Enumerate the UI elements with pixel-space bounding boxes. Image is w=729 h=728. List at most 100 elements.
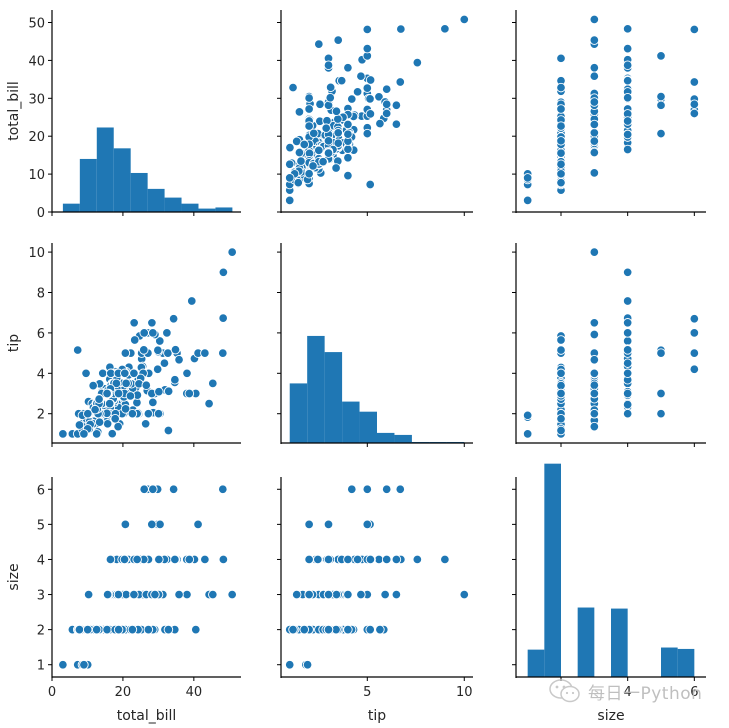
- histogram-bar-tip: [359, 411, 377, 443]
- scatter-point-size-total_bill: [102, 589, 113, 600]
- scatter-point-total_bill-size: [656, 51, 666, 61]
- scatter-point-total_bill-size: [622, 43, 633, 54]
- scatter-point-size-total_bill: [82, 624, 93, 635]
- scatter-point-total_bill-tip: [343, 119, 353, 130]
- scatter-point-total_bill-size: [622, 24, 633, 34]
- scatter-point-size-tip: [412, 554, 423, 565]
- scatter-point-tip-total_bill: [218, 348, 228, 358]
- scatter-point-tip-size: [556, 388, 566, 399]
- scatter-point-tip-total_bill: [163, 425, 174, 436]
- scatter-point-total_bill-tip: [323, 60, 334, 70]
- scatter-point-total_bill-tip: [323, 136, 334, 146]
- scatter-point-size-total_bill: [127, 624, 138, 635]
- scatter-point-size-total_bill: [208, 589, 218, 600]
- scatter-point-size-total_bill: [91, 624, 102, 635]
- scatter-point-total_bill-tip: [285, 142, 295, 153]
- scatter-point-tip-total_bill: [90, 404, 100, 415]
- histogram-bar-size: [577, 607, 595, 677]
- histogram-bar-total_bill: [62, 203, 80, 212]
- scatter-point-size-tip: [380, 589, 390, 600]
- scatter-point-tip-total_bill: [147, 318, 157, 328]
- scatter-point-tip-size: [622, 399, 633, 410]
- scatter-point-total_bill-tip: [315, 99, 325, 109]
- scatter-point-total_bill-tip: [365, 179, 375, 190]
- scatter-point-total_bill-tip: [318, 156, 328, 167]
- scatter-point-tip-total_bill: [182, 368, 192, 379]
- scatter-point-total_bill-tip: [293, 177, 304, 188]
- scatter-point-tip-total_bill: [148, 397, 158, 408]
- scatter-point-total_bill-tip: [333, 138, 343, 148]
- scatter-point-tip-size: [622, 336, 633, 346]
- scatter-point-tip-total_bill: [125, 391, 136, 401]
- scatter-point-total_bill-tip: [284, 195, 295, 206]
- scatter-point-size-total_bill: [155, 519, 165, 530]
- scatter-point-tip-size: [556, 380, 566, 391]
- scatter-point-size-total_bill: [154, 554, 164, 565]
- scatter-point-size-tip: [362, 519, 373, 530]
- scatter-point-tip-total_bill: [113, 388, 124, 399]
- histogram-bar-total_bill: [79, 158, 97, 212]
- scatter-point-size-total_bill: [102, 624, 112, 635]
- scatter-point-size-total_bill: [58, 659, 68, 670]
- scatter-point-tip-total_bill: [159, 358, 170, 368]
- scatter-point-tip-total_bill: [148, 328, 158, 338]
- scatter-point-size-tip: [291, 589, 302, 600]
- scatter-point-size-tip: [304, 519, 314, 530]
- scatter-point-tip-size: [589, 355, 600, 365]
- scatter-point-size-tip: [391, 589, 402, 600]
- scatter-point-size-total_bill: [121, 589, 131, 600]
- scatter-point-tip-total_bill: [72, 345, 83, 355]
- scatter-point-tip-total_bill: [162, 328, 172, 338]
- scatter-point-tip-total_bill: [143, 408, 154, 419]
- scatter-point-total_bill-tip: [391, 119, 402, 129]
- y-tick-label: 50: [28, 17, 45, 32]
- scatter-point-tip-total_bill: [102, 388, 112, 399]
- scatter-point-size-total_bill: [218, 484, 228, 495]
- scatter-point-total_bill-size: [656, 100, 666, 111]
- scatter-point-size-tip: [352, 554, 363, 565]
- scatter-point-tip-total_bill: [97, 368, 108, 379]
- scatter-point-size-tip: [343, 554, 353, 565]
- scatter-point-total_bill-size: [589, 97, 600, 107]
- scatter-point-tip-total_bill: [200, 348, 210, 358]
- scatter-point-size-total_bill: [119, 554, 130, 565]
- scatter-point-tip-total_bill: [113, 421, 123, 432]
- scatter-point-tip-size: [622, 408, 633, 419]
- scatter-point-total_bill-tip: [343, 62, 353, 73]
- scatter-point-total_bill-tip: [294, 107, 305, 117]
- histogram-bar-total_bill: [96, 127, 114, 212]
- scatter-point-size-total_bill: [83, 589, 94, 600]
- scatter-point-total_bill-tip: [331, 106, 342, 116]
- scatter-point-total_bill-size: [556, 169, 566, 179]
- x-tick-label: 0: [48, 685, 56, 700]
- scatter-point-total_bill-tip: [362, 24, 373, 35]
- scatter-point-tip-total_bill: [83, 408, 93, 419]
- y-tick-label: 6: [37, 483, 45, 498]
- scatter-point-size-total_bill: [218, 554, 229, 565]
- scatter-point-size-tip: [356, 589, 366, 600]
- scatter-point-tip-total_bill: [218, 267, 229, 278]
- scatter-point-tip-total_bill: [140, 419, 151, 429]
- scatter-point-size-total_bill: [143, 624, 154, 635]
- scatter-point-total_bill-tip: [381, 99, 392, 109]
- y-axis-label-size: size: [6, 563, 22, 590]
- scatter-point-total_bill-size: [656, 128, 666, 139]
- scatter-point-size-tip: [381, 554, 392, 565]
- scatter-point-tip-total_bill: [110, 414, 120, 424]
- scatter-point-tip-size: [556, 414, 566, 424]
- scatter-point-total_bill-tip: [375, 118, 385, 129]
- scatter-point-total_bill-tip: [381, 108, 392, 119]
- y-tick-label: 5: [37, 518, 45, 533]
- scatter-point-size-tip: [323, 589, 334, 600]
- scatter-point-size-total_bill: [79, 659, 89, 670]
- scatter-point-size-tip: [304, 589, 314, 600]
- y-tick-label: 3: [37, 589, 45, 604]
- scatter-point-size-tip: [375, 624, 385, 635]
- scatter-point-total_bill-tip: [333, 35, 343, 45]
- scatter-point-total_bill-size: [622, 144, 633, 155]
- histogram-bar-total_bill: [147, 188, 165, 212]
- scatter-point-size-tip: [343, 589, 353, 600]
- scatter-point-tip-size: [589, 408, 600, 419]
- histogram-bar-total_bill: [130, 172, 148, 212]
- scatter-point-size-tip: [284, 659, 295, 670]
